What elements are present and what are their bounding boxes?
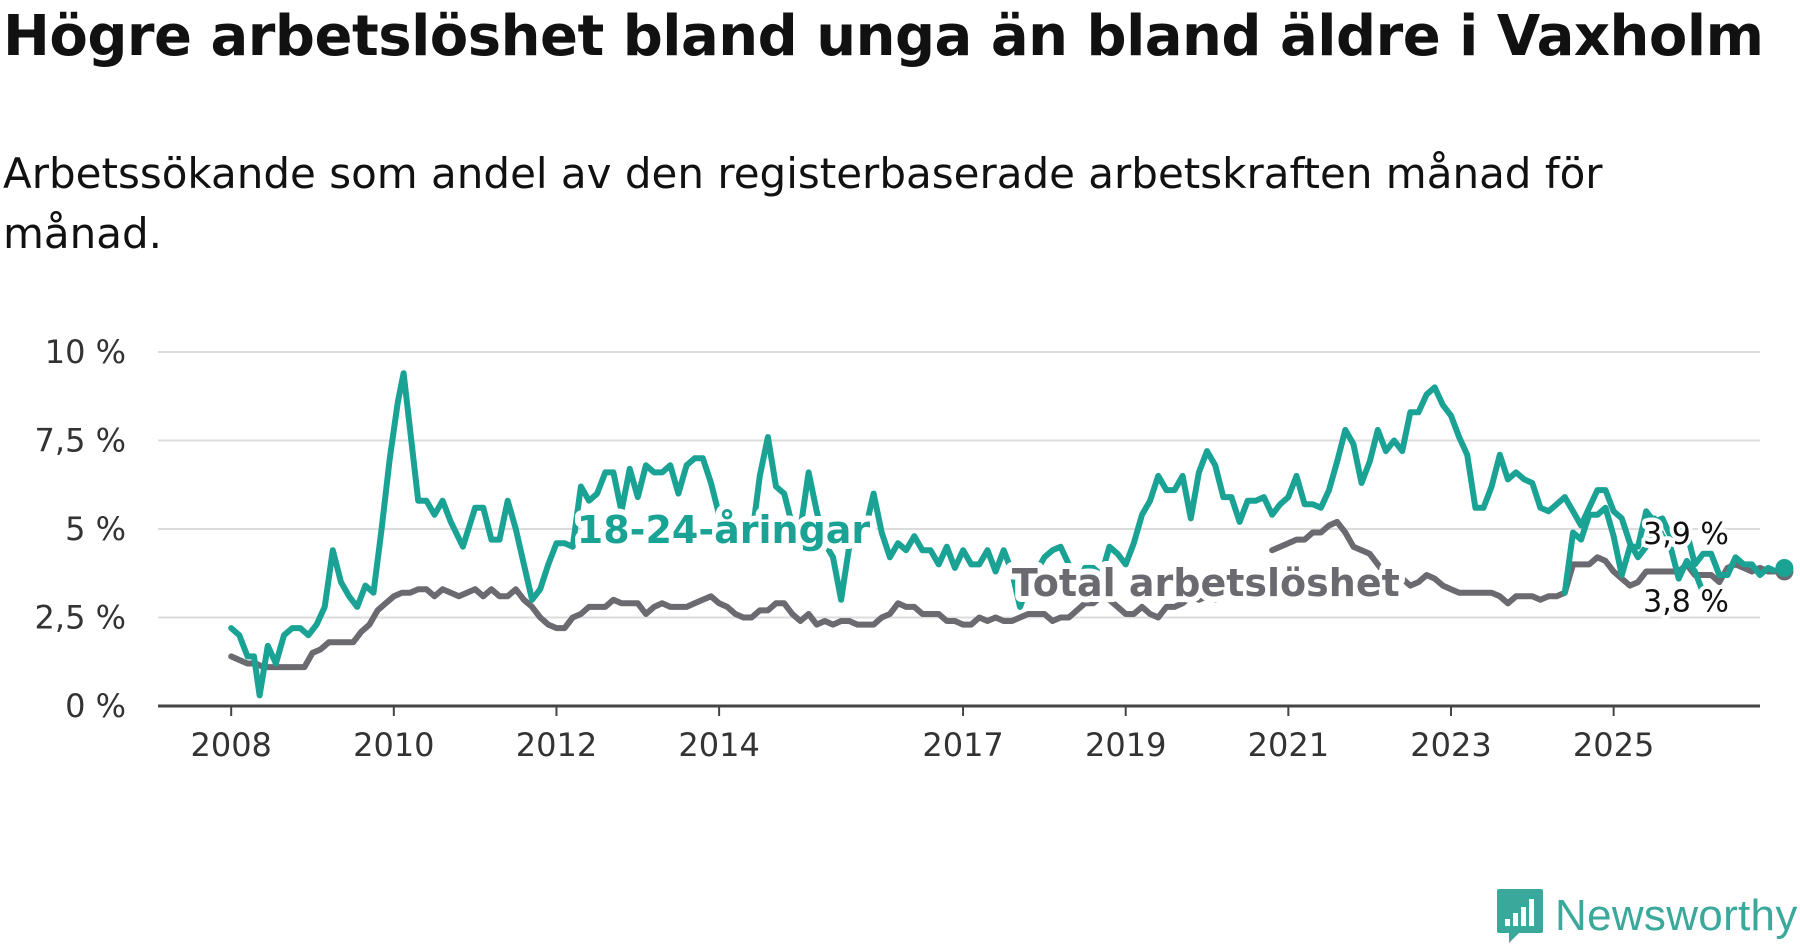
end-label-total: 3,8 % (1643, 584, 1729, 619)
x-tick-label: 2023 (1410, 726, 1491, 764)
chart-subtitle: Arbetssökande som andel av den registerb… (3, 149, 1603, 258)
y-tick-label: 10 % (45, 333, 126, 371)
x-tick-label: 2008 (190, 726, 271, 764)
series-line-total (228, 586, 1227, 671)
end-marker-youth (1775, 558, 1794, 577)
x-tick-label: 2012 (516, 726, 597, 764)
y-tick-label: 7,5 % (35, 422, 126, 460)
y-tick-label: 0 % (65, 687, 126, 725)
series-line-youth (228, 370, 1707, 699)
end-label-youth: 3,9 % (1643, 517, 1729, 552)
series-total (228, 518, 1788, 671)
chart-title: Högre arbetslöshet bland unga än bland ä… (3, 4, 1764, 69)
series-label-total: Total arbetslöshet (1012, 561, 1400, 605)
series-line-youth-tail (1561, 504, 1788, 596)
series-youth (228, 370, 1788, 699)
series-label-youth: 18-24-åringar (577, 508, 871, 552)
x-tick-label: 2014 (678, 726, 759, 764)
x-tick-label: 2025 (1573, 726, 1654, 764)
x-tick-label: 2010 (353, 726, 434, 764)
x-tick-label: 2017 (922, 726, 1003, 764)
series-line-total-tail (1269, 518, 1788, 607)
x-tick-label: 2021 (1248, 726, 1329, 764)
x-tick-label: 2019 (1085, 726, 1166, 764)
y-tick-label: 2,5 % (35, 599, 126, 637)
newsworthy-logo-text: Newsworthy (1555, 891, 1798, 940)
y-tick-label: 5 % (65, 510, 126, 548)
newsworthy-logo-icon (1497, 889, 1543, 943)
newsworthy-logo: Newsworthy (1495, 887, 1798, 945)
